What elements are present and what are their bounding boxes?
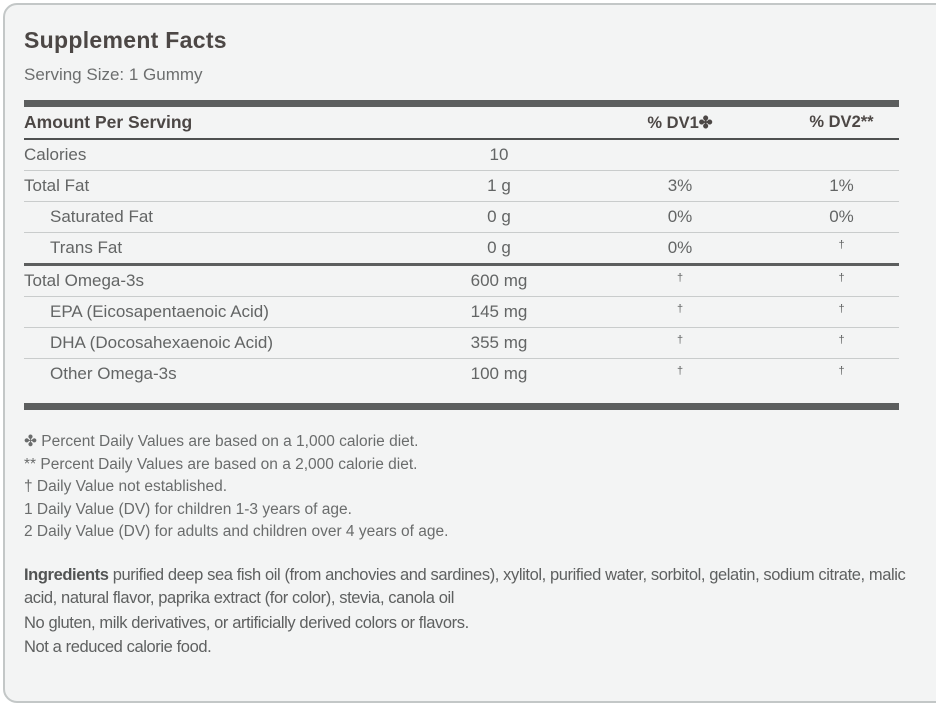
table-row: DHA (Docosahexaenoic Acid) 355 mg † † bbox=[24, 328, 899, 358]
claim-line: Not a reduced calorie food. bbox=[24, 637, 212, 656]
nutrient-dv1: † bbox=[676, 365, 684, 377]
nutrient-dv1: 3% bbox=[667, 176, 693, 195]
footnote-line: † Daily Value not established. bbox=[24, 478, 228, 495]
nutrient-dv1: † bbox=[676, 334, 684, 346]
table-row: Total Omega-3s 600 mg † † bbox=[24, 266, 899, 296]
nutrient-dv2: † bbox=[838, 365, 845, 377]
nutrient-amount: 600 mg bbox=[470, 271, 528, 290]
table-body: Calories 10 Total Fat 1 g 3% 1% Saturate… bbox=[24, 140, 899, 389]
table-bottom-gap bbox=[24, 389, 899, 403]
footnote-line: 2 Daily Value (DV) for adults and childr… bbox=[24, 523, 449, 540]
nutrient-dv2: 0% bbox=[829, 207, 854, 226]
facts-table: Amount Per Serving % DV1✤ % DV2** Calori… bbox=[24, 100, 899, 410]
nutrient-name: DHA (Docosahexaenoic Acid) bbox=[50, 333, 274, 352]
nutrient-name: Total Omega-3s bbox=[24, 271, 144, 290]
nutrient-amount: 0 g bbox=[487, 207, 511, 226]
nutrient-amount: 145 mg bbox=[470, 302, 528, 321]
nutrient-amount: 0 g bbox=[487, 238, 511, 257]
table-row: Total Fat 1 g 3% 1% bbox=[24, 171, 899, 201]
table-header-row: Amount Per Serving % DV1✤ % DV2** bbox=[24, 107, 899, 138]
footnote-line: 1 Daily Value (DV) for children 1-3 year… bbox=[24, 500, 352, 518]
claim-line: No gluten, milk derivatives, or artifici… bbox=[24, 613, 469, 632]
nutrient-name: Other Omega-3s bbox=[50, 364, 177, 383]
table-row: Calories 10 bbox=[24, 140, 899, 170]
nutrient-name: EPA (Eicosapentaenoic Acid) bbox=[50, 302, 269, 321]
nutrient-dv2: 1% bbox=[829, 176, 854, 195]
footnotes: ✤ Percent Daily Values are based on a 1,… bbox=[24, 431, 904, 544]
nutrient-dv1: † bbox=[676, 303, 684, 315]
nutrient-dv2: † bbox=[838, 239, 845, 251]
nutrient-dv2: † bbox=[838, 272, 845, 284]
serving-size: Serving Size: 1 Gummy bbox=[24, 65, 203, 84]
ingredients-paragraph: Ingredients purified deep sea fish oil (… bbox=[24, 564, 924, 611]
row-divider bbox=[24, 358, 899, 359]
row-divider bbox=[24, 201, 899, 202]
table-row: EPA (Eicosapentaenoic Acid) 145 mg † † bbox=[24, 297, 899, 327]
claims: No gluten, milk derivatives, or artifici… bbox=[24, 611, 936, 659]
table-row: Saturated Fat 0 g 0% 0% bbox=[24, 202, 899, 232]
nutrient-name: Calories bbox=[24, 145, 87, 164]
page-title: Supplement Facts bbox=[24, 27, 227, 53]
table-row: Trans Fat 0 g 0% † bbox=[24, 233, 899, 263]
row-divider bbox=[24, 263, 899, 266]
nutrient-dv1: 0% bbox=[667, 238, 693, 257]
divider-thick-bottom bbox=[24, 403, 899, 410]
supplement-facts-label: Supplement Facts Serving Size: 1 Gummy A… bbox=[3, 3, 936, 703]
row-divider bbox=[24, 327, 899, 328]
ingredients-text: purified deep sea fish oil (from anchovi… bbox=[24, 565, 906, 608]
row-divider bbox=[24, 232, 899, 233]
header-dv1: % DV1✤ bbox=[647, 113, 713, 132]
table-row: Other Omega-3s 100 mg † † bbox=[24, 359, 899, 389]
nutrient-amount: 10 bbox=[489, 145, 509, 164]
nutrient-amount: 100 mg bbox=[470, 364, 528, 383]
nutrient-dv2: † bbox=[838, 334, 845, 346]
nutrient-dv2: † bbox=[838, 303, 845, 315]
nutrient-amount: 1 g bbox=[487, 176, 511, 195]
nutrient-name: Trans Fat bbox=[50, 238, 123, 257]
nutrient-dv1: 0% bbox=[667, 207, 693, 226]
header-dv2: % DV2** bbox=[809, 113, 874, 131]
nutrient-dv1: † bbox=[676, 272, 684, 284]
nutrient-name: Total Fat bbox=[24, 176, 90, 195]
nutrient-amount: 355 mg bbox=[470, 333, 528, 352]
divider-thick-top bbox=[24, 100, 899, 107]
nutrient-name: Saturated Fat bbox=[50, 207, 154, 226]
divider-header bbox=[24, 138, 899, 140]
row-divider bbox=[24, 170, 899, 171]
footnote-line: ** Percent Daily Values are based on a 2… bbox=[24, 455, 418, 473]
row-divider bbox=[24, 296, 899, 297]
ingredients-label: Ingredients bbox=[24, 565, 109, 584]
footnote-line: ✤ Percent Daily Values are based on a 1,… bbox=[24, 433, 419, 450]
header-amount-per-serving: Amount Per Serving bbox=[24, 112, 193, 132]
